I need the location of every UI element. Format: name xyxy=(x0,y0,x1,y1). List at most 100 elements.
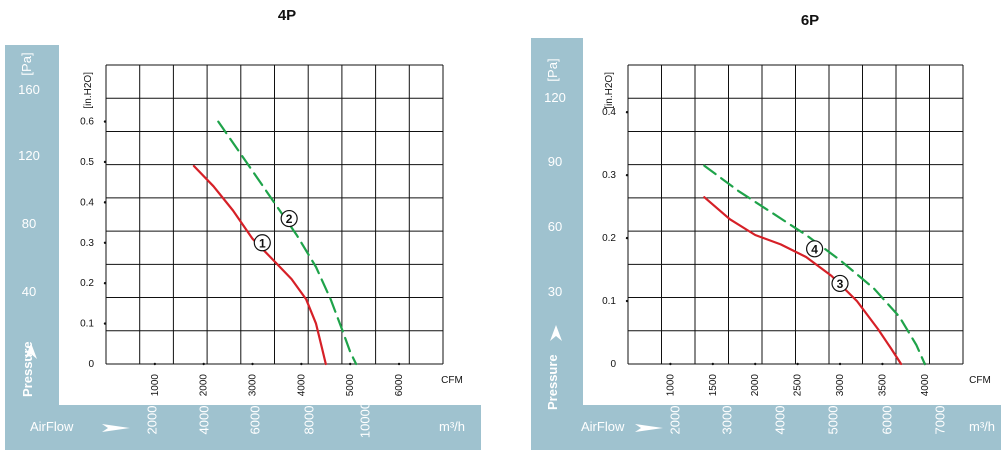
chart1-pa-tick-label: 80 xyxy=(22,216,36,231)
chart1-x-tick-label: 6000 xyxy=(394,374,405,397)
chart1-x-tick-label: 3000 xyxy=(248,374,259,397)
chart2-pressure-panel xyxy=(531,38,583,450)
chart2-x-tick-mark xyxy=(796,362,799,366)
chart2-series-1-marker-label: 3 xyxy=(837,277,844,291)
chart1-y-tick-mark xyxy=(103,322,107,325)
chart2-x-tick-mark xyxy=(838,362,842,366)
chart2-y-tick-mark xyxy=(625,236,629,240)
chart1-x-tick-label: 4000 xyxy=(296,374,307,397)
chart2-y-tick-label: 0.1 xyxy=(602,296,616,307)
chart2-x-tick-mark xyxy=(711,362,715,366)
chart2-pa-tick-label: 90 xyxy=(548,154,562,169)
chart2-airflow-label: AirFlow xyxy=(581,419,625,434)
chart1-x-tick-label: 2000 xyxy=(199,374,210,397)
chart2-series-2-curve xyxy=(703,164,926,366)
chart2-pa-unit-label: [Pa] xyxy=(545,58,560,81)
chart1-series-2-curve xyxy=(217,120,358,366)
chart1-series-2-marker-circle xyxy=(280,209,298,228)
chart2-x-tick-label: 1000 xyxy=(665,374,676,397)
chart1-y-tick-label: 0.1 xyxy=(80,319,94,330)
chart1-series-1-marker-label: 1 xyxy=(259,236,266,250)
chart2-m3h-tick-label: 5000 xyxy=(825,406,840,435)
chart2-x-tick-label: 2000 xyxy=(750,374,761,397)
chart2-y-tick-mark xyxy=(625,173,629,177)
chart1-series-1-curve xyxy=(192,164,327,366)
chart1-title: 4P xyxy=(278,7,296,24)
chart1-y-tick-mark xyxy=(103,201,107,204)
chart2-y-tick-label: 0 xyxy=(610,359,616,370)
chart1-x-tick-mark xyxy=(251,362,254,366)
chart1-pressure-arrow-icon xyxy=(25,343,37,359)
chart1-pressure-panel xyxy=(5,45,59,450)
chart2-m3h-tick-label: 3000 xyxy=(719,406,734,435)
chart1-x-tick-label: 1000 xyxy=(150,374,161,397)
chart1-m3h-tick-label: 6000 xyxy=(247,406,262,435)
chart2-x-tick-label: 3000 xyxy=(835,374,846,397)
chart2-title: 6P xyxy=(801,12,819,29)
chart2-m3h-unit-label: m³/h xyxy=(969,419,995,434)
chart1-series-1-marker-circle xyxy=(253,234,271,252)
chart2-pa-tick-label: 30 xyxy=(548,284,562,299)
chart2-pa-tick-label: 120 xyxy=(544,90,566,105)
chart2-series-1-marker-circle xyxy=(831,274,849,293)
chart1-x-tick-mark xyxy=(202,362,205,366)
chart1-y-tick-label: 0.5 xyxy=(80,157,94,168)
chart2-x-tick-mark xyxy=(881,362,884,366)
chart2-series-1-curve xyxy=(703,196,903,366)
chart2-series-2-marker-circle xyxy=(805,240,824,258)
chart2-pa-tick-label: 60 xyxy=(548,219,562,234)
chart1-y-tick-mark xyxy=(103,241,107,244)
chart1-pressure-label: Pressure xyxy=(20,341,35,397)
chart2-airflow-band xyxy=(531,405,1001,450)
chart1-x-tick-mark xyxy=(153,362,157,366)
chart2-y-tick-mark xyxy=(625,111,629,114)
chart2-pressure-arrow-icon xyxy=(550,325,562,341)
chart1-pa-tick-label: 160 xyxy=(18,82,40,97)
chart2-airflow-arrow-icon xyxy=(635,424,663,432)
chart1-x-tick-mark xyxy=(300,362,303,366)
chart2-x-tick-label: 4000 xyxy=(920,374,931,397)
chart1-x-tick-mark xyxy=(397,362,401,366)
chart2-y-unit-label: [in.H2O] xyxy=(604,72,615,109)
chart1-airflow-band xyxy=(5,405,481,450)
chart2-pressure-label: Pressure xyxy=(545,354,560,410)
chart1-y-unit-label: [in.H2O] xyxy=(83,72,94,109)
chart1-y-tick-label: 0.4 xyxy=(80,197,94,208)
chart2-m3h-tick-label: 6000 xyxy=(879,406,894,435)
chart1-airflow-arrow-icon xyxy=(102,424,130,432)
chart2-m3h-tick-label: 7000 xyxy=(932,406,947,435)
chart1-x-tick-mark xyxy=(349,362,352,366)
chart1-y-tick-label: 0 xyxy=(88,359,94,370)
chart1-pa-unit-label: [Pa] xyxy=(19,52,34,75)
chart2-series-2-marker-label: 4 xyxy=(811,242,818,256)
chart1-y-tick-label: 0.6 xyxy=(80,117,94,128)
chart2-x-tick-label: 2500 xyxy=(793,374,804,397)
chart1-cfm-unit-label: CFM xyxy=(441,375,463,386)
chart2-x-tick-mark xyxy=(669,362,672,366)
chart1-m3h-tick-label: 2000 xyxy=(144,406,159,435)
chart2-x-tick-label: 1500 xyxy=(708,374,719,397)
chart1-pa-tick-label: 40 xyxy=(22,284,36,299)
chart1-series-2-marker-label: 2 xyxy=(286,212,293,226)
chart1-y-tick-mark xyxy=(103,281,107,285)
chart2-y-tick-label: 0.4 xyxy=(602,107,616,118)
chart1-y-tick-label: 0.3 xyxy=(80,238,94,249)
chart1-y-tick-mark xyxy=(103,120,107,123)
chart2-m3h-tick-label: 4000 xyxy=(772,406,787,435)
chart2-x-tick-mark xyxy=(754,362,757,366)
chart1-m3h-tick-label: 10000 xyxy=(357,402,372,438)
chart1-m3h-tick-label: 8000 xyxy=(301,406,316,435)
chart1-y-tick-label: 0.2 xyxy=(80,278,94,289)
chart2-m3h-tick-label: 2000 xyxy=(667,406,682,435)
chart2-x-tick-label: 3500 xyxy=(877,374,888,397)
chart2-y-tick-label: 0.3 xyxy=(602,170,616,181)
chart1-y-tick-mark xyxy=(103,160,107,164)
chart1-x-tick-label: 5000 xyxy=(345,374,356,397)
chart2-y-tick-mark xyxy=(625,299,629,303)
chart1-airflow-label: AirFlow xyxy=(30,419,74,434)
chart1-m3h-unit-label: m³/h xyxy=(439,419,465,434)
chart2-cfm-unit-label: CFM xyxy=(969,375,991,386)
chart1-pa-tick-label: 120 xyxy=(18,148,40,163)
